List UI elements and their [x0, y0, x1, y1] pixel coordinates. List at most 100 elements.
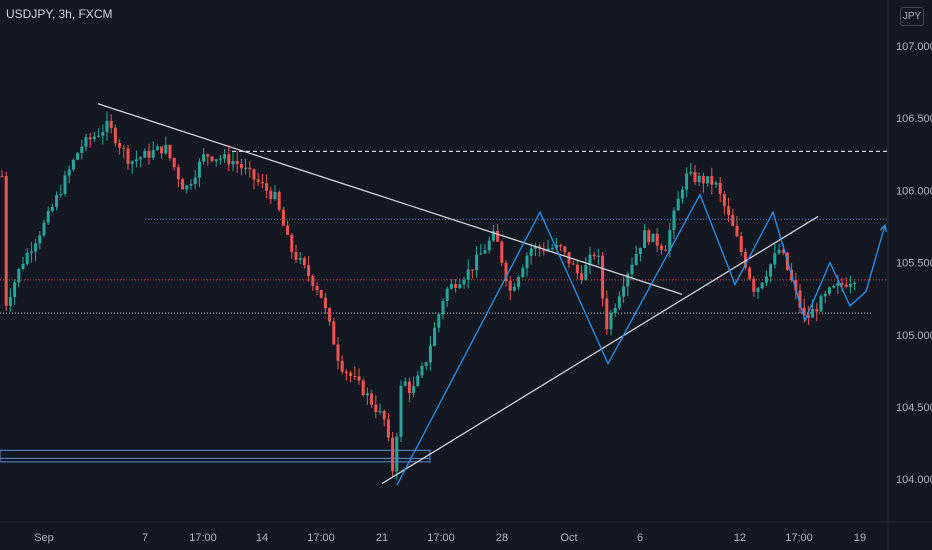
candle-body — [374, 404, 378, 413]
candle-body — [307, 265, 311, 276]
candle-body — [252, 169, 256, 180]
currency-badge[interactable]: JPY — [900, 7, 924, 26]
candle-body — [59, 193, 63, 196]
candle-body — [214, 159, 218, 161]
candle-body — [239, 163, 243, 169]
candle-body — [689, 171, 693, 174]
candle-body — [344, 371, 348, 373]
x-tick-label: Oct — [560, 532, 577, 544]
candle-body — [836, 282, 840, 286]
candle-body — [395, 436, 399, 472]
candle-body — [781, 249, 785, 253]
candle-body — [399, 385, 403, 437]
candle-body — [777, 249, 781, 254]
candle-body — [290, 234, 294, 253]
x-tick-label: 17:00 — [427, 532, 455, 544]
zigzag-arrowhead — [879, 223, 887, 233]
candle-body — [412, 386, 416, 393]
candle-body — [21, 263, 25, 269]
candle-body — [643, 230, 647, 248]
candle-body — [76, 152, 80, 160]
candle-body — [424, 362, 428, 366]
candle-body — [630, 264, 634, 274]
candle-body — [67, 169, 71, 176]
candle-body — [176, 167, 180, 180]
candle-body — [466, 269, 470, 280]
candle-body — [155, 146, 159, 151]
candle-body — [487, 240, 491, 251]
candle-body — [202, 154, 206, 162]
candle-body — [189, 184, 193, 186]
candle-body — [391, 437, 395, 472]
candle-body — [416, 375, 420, 387]
candle-body — [832, 285, 836, 288]
candle-body — [328, 308, 332, 322]
candle-body — [55, 195, 59, 207]
candle-body — [370, 393, 374, 405]
candle-body — [638, 247, 642, 254]
candle-body — [811, 309, 815, 318]
candle-body — [815, 309, 819, 312]
candle-body — [794, 280, 798, 291]
y-tick-label: 106.500 — [896, 113, 932, 125]
candle-body — [760, 282, 764, 289]
candle-body — [88, 137, 92, 140]
candle-body — [445, 288, 449, 301]
y-tick-label: 107.000 — [896, 41, 932, 53]
x-tick-label: 7 — [142, 532, 148, 544]
candle-body — [580, 273, 584, 280]
candle-body — [559, 244, 563, 247]
candle-body — [462, 279, 466, 285]
candle-body — [752, 278, 756, 292]
candle-body — [17, 268, 21, 283]
candle-body — [479, 253, 483, 255]
x-tick-label: 17:00 — [307, 532, 335, 544]
candle-body — [294, 252, 298, 260]
x-tick-label: 19 — [854, 532, 866, 544]
candle-body — [676, 198, 680, 211]
x-tick-label: 28 — [496, 532, 508, 544]
candle-body — [185, 185, 189, 190]
candle-body — [739, 236, 743, 252]
candle-body — [151, 150, 155, 158]
candle-body — [353, 376, 357, 378]
candle-body — [147, 150, 151, 158]
y-tick-label: 106.000 — [896, 185, 932, 197]
candle-body — [554, 244, 558, 249]
candle-body — [491, 230, 495, 241]
candle-body — [118, 143, 122, 148]
candle-body — [273, 191, 277, 200]
candle-body — [853, 283, 857, 285]
candle-body — [609, 313, 613, 330]
candle-body — [332, 321, 336, 345]
candle-body — [0, 175, 4, 177]
candle-body — [525, 255, 529, 269]
candle-body — [4, 176, 8, 306]
candle-body — [592, 254, 596, 257]
candle-body — [80, 146, 84, 153]
candle-body — [475, 254, 479, 271]
candle-body — [97, 135, 101, 137]
candle-body — [340, 360, 344, 372]
candle-body — [105, 120, 109, 133]
candle-body — [223, 154, 227, 159]
candle-body — [571, 263, 575, 265]
y-tick-label: 105.500 — [896, 258, 932, 270]
candle-body — [504, 262, 508, 282]
candle-body — [731, 214, 735, 227]
candle-body — [664, 249, 668, 251]
candle-body — [454, 284, 458, 289]
candle-body — [143, 150, 147, 158]
projected-zigzag-path — [396, 193, 886, 486]
candle-body — [84, 137, 88, 147]
candle-body — [433, 327, 437, 346]
candle-body — [277, 191, 281, 210]
candle-body — [441, 300, 445, 315]
x-tick-label: 21 — [376, 532, 388, 544]
candle-body — [651, 233, 655, 243]
x-tick-label: 14 — [256, 532, 268, 544]
candle-body — [769, 264, 773, 277]
candle-body — [764, 276, 768, 283]
